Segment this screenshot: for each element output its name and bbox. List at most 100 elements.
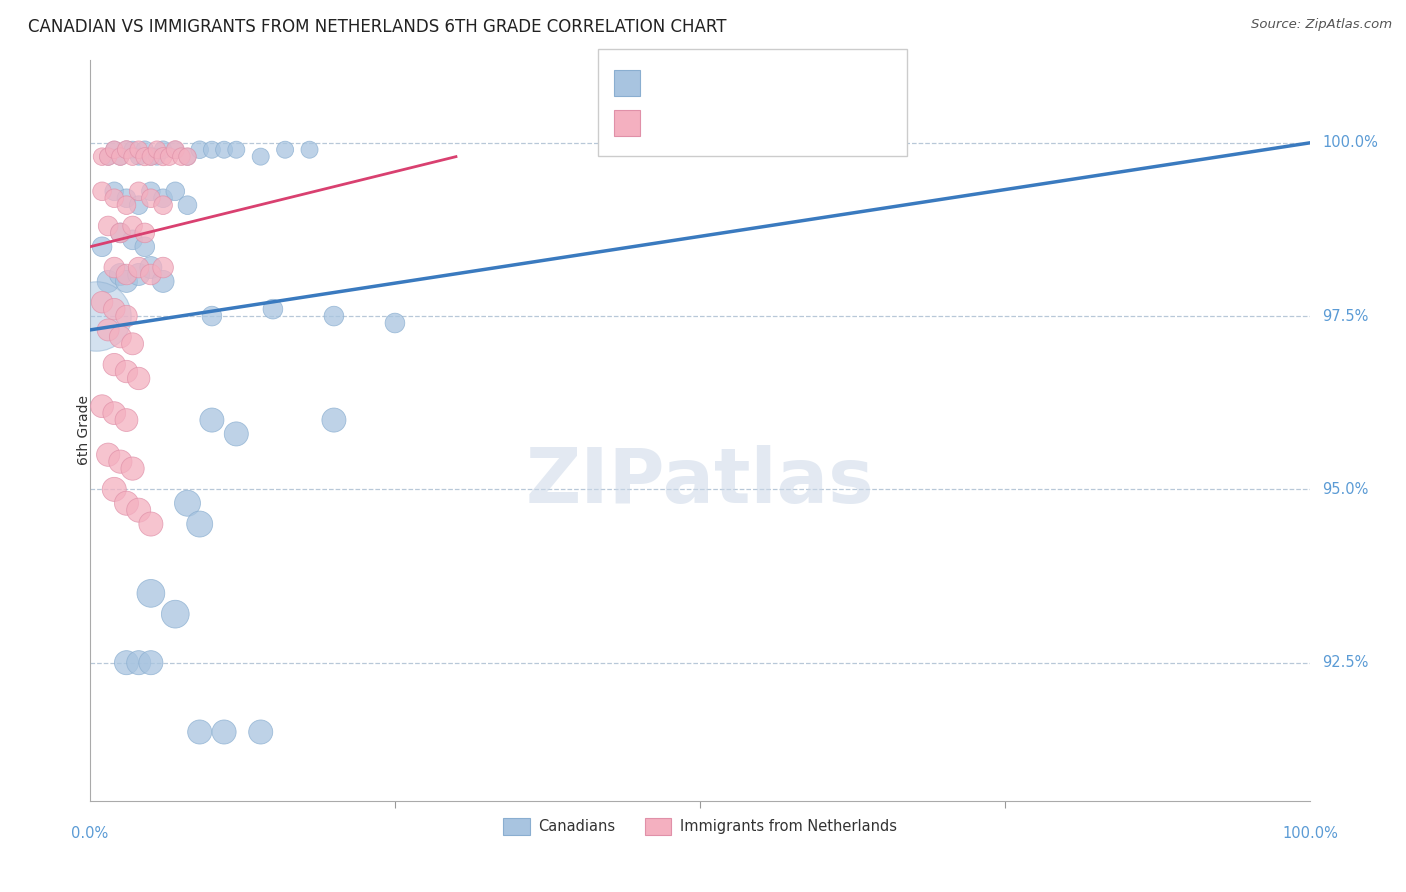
Point: [115, 365, 138, 379]
Point: [165, 184, 187, 198]
Point: [139, 260, 162, 275]
Point: [110, 330, 132, 344]
Point: [103, 191, 125, 205]
Point: [128, 260, 150, 275]
Point: [110, 150, 132, 164]
Point: [91, 184, 114, 198]
Point: [115, 274, 138, 288]
Point: [152, 191, 174, 205]
Point: [115, 496, 138, 510]
Point: [176, 150, 198, 164]
Point: [97, 150, 120, 164]
Y-axis label: 6th Grade: 6th Grade: [77, 395, 91, 466]
Point: [115, 191, 138, 205]
Point: [121, 336, 143, 351]
Text: 92.5%: 92.5%: [1323, 656, 1369, 670]
Point: [110, 455, 132, 469]
Point: [128, 143, 150, 157]
Point: [134, 143, 156, 157]
Text: R = 0.348    N = 54: R = 0.348 N = 54: [650, 76, 820, 90]
Point: [165, 607, 187, 622]
Point: [91, 240, 114, 254]
Point: [121, 143, 143, 157]
Point: [110, 226, 132, 240]
Point: [91, 399, 114, 413]
Point: [110, 150, 132, 164]
Point: [121, 461, 143, 475]
Point: [97, 448, 120, 462]
Point: [139, 150, 162, 164]
Point: [103, 483, 125, 497]
Point: [139, 184, 162, 198]
Point: [91, 150, 114, 164]
Point: [121, 150, 143, 164]
Text: 95.0%: 95.0%: [1323, 482, 1369, 497]
Text: 100.0%: 100.0%: [1323, 136, 1378, 150]
Point: [128, 150, 150, 164]
Point: [176, 198, 198, 212]
Point: [139, 150, 162, 164]
Point: [128, 184, 150, 198]
Point: [384, 316, 406, 330]
Point: [110, 226, 132, 240]
Point: [249, 725, 271, 739]
Text: R = 0.394    N = 49: R = 0.394 N = 49: [650, 116, 820, 130]
Point: [115, 413, 138, 427]
Point: [84, 309, 107, 323]
Point: [115, 656, 138, 670]
Point: [323, 309, 346, 323]
Point: [274, 143, 297, 157]
Point: [170, 150, 193, 164]
Point: [152, 274, 174, 288]
Point: [103, 302, 125, 317]
Point: [152, 198, 174, 212]
Point: [201, 309, 224, 323]
Point: [176, 496, 198, 510]
Legend: Canadians, Immigrants from Netherlands: Canadians, Immigrants from Netherlands: [496, 811, 904, 842]
Text: 100.0%: 100.0%: [1282, 826, 1339, 841]
Point: [188, 516, 211, 531]
Point: [201, 413, 224, 427]
Point: [146, 150, 169, 164]
Point: [103, 406, 125, 420]
Point: [103, 143, 125, 157]
Point: [134, 226, 156, 240]
Point: [103, 184, 125, 198]
Point: [128, 268, 150, 282]
Point: [115, 143, 138, 157]
Point: [152, 150, 174, 164]
Point: [298, 143, 321, 157]
Point: [249, 150, 271, 164]
Point: [165, 143, 187, 157]
Point: [115, 268, 138, 282]
Point: [225, 143, 247, 157]
Point: [152, 260, 174, 275]
Point: [139, 191, 162, 205]
Point: [188, 725, 211, 739]
Point: [262, 302, 284, 317]
Point: [91, 295, 114, 310]
Text: 0.0%: 0.0%: [72, 826, 108, 841]
Point: [212, 725, 235, 739]
Point: [128, 371, 150, 385]
Text: CANADIAN VS IMMIGRANTS FROM NETHERLANDS 6TH GRADE CORRELATION CHART: CANADIAN VS IMMIGRANTS FROM NETHERLANDS …: [28, 18, 727, 36]
Point: [110, 268, 132, 282]
Point: [97, 150, 120, 164]
Point: [201, 143, 224, 157]
Point: [139, 656, 162, 670]
Point: [225, 426, 247, 441]
Text: Source: ZipAtlas.com: Source: ZipAtlas.com: [1251, 18, 1392, 31]
Point: [115, 309, 138, 323]
Point: [121, 219, 143, 233]
Text: ZIPatlas: ZIPatlas: [526, 445, 875, 519]
Point: [134, 150, 156, 164]
Point: [97, 274, 120, 288]
Point: [139, 268, 162, 282]
Point: [128, 656, 150, 670]
Point: [115, 143, 138, 157]
Point: [323, 413, 346, 427]
Point: [188, 143, 211, 157]
Point: [152, 143, 174, 157]
Point: [103, 260, 125, 275]
Point: [139, 586, 162, 600]
